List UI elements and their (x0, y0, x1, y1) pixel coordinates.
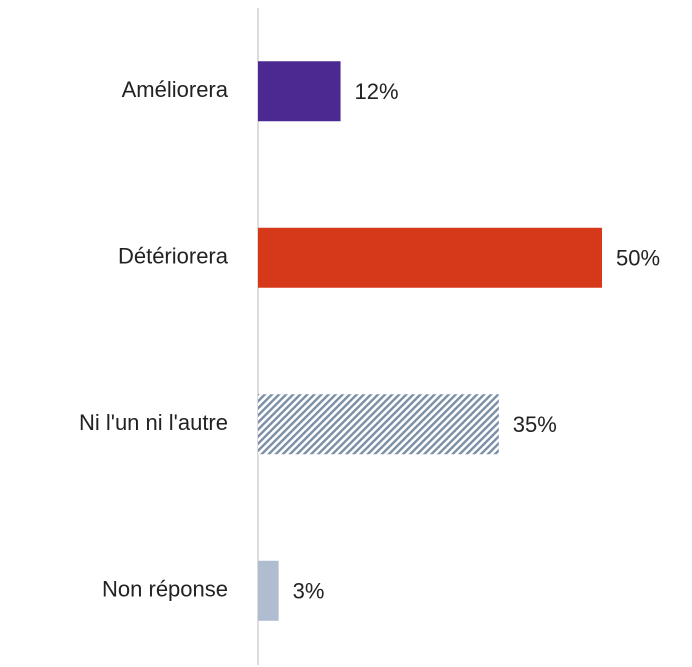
category-label: Ni l'un ni l'autre (79, 410, 228, 435)
category-label: Non réponse (102, 577, 228, 602)
value-label: 35% (513, 412, 557, 437)
value-label: 12% (355, 79, 399, 104)
bar (258, 394, 499, 455)
category-label: Améliorera (122, 77, 229, 102)
category-label: Détériorera (118, 244, 229, 269)
value-label: 50% (616, 246, 660, 271)
bar (258, 560, 279, 621)
bar (258, 227, 602, 288)
bar (258, 61, 341, 122)
value-label: 3% (293, 579, 325, 604)
